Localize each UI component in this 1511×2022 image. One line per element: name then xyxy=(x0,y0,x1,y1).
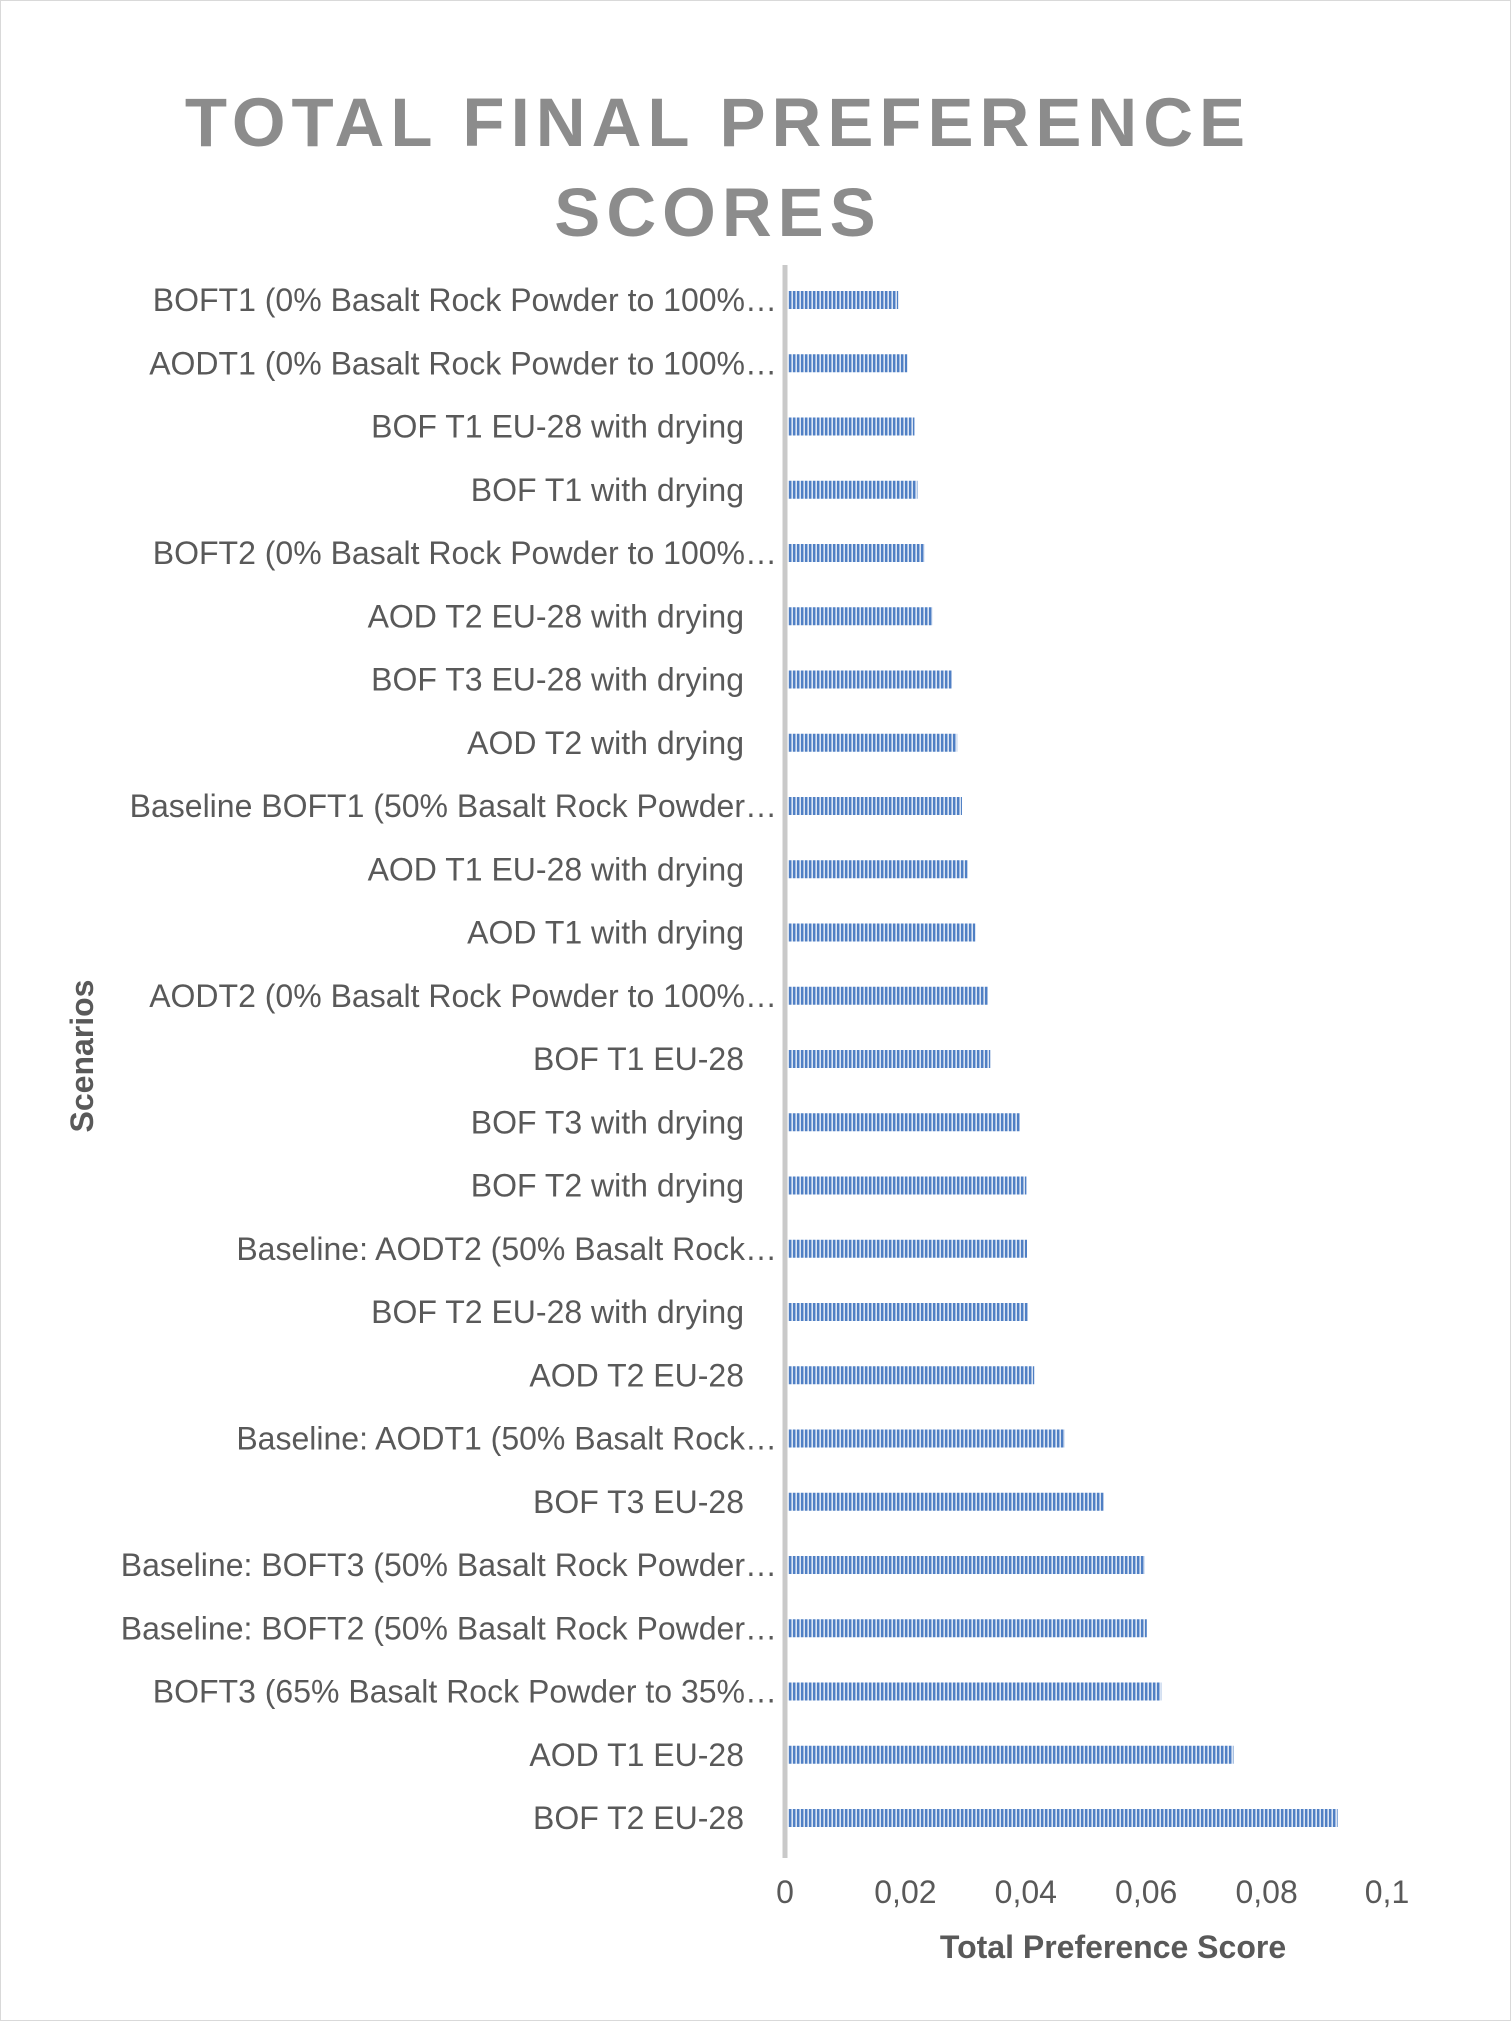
category-label: Baseline: BOFT3 (50% Basalt Rock Powder… xyxy=(121,1547,777,1583)
bar xyxy=(788,797,962,815)
category-label: Baseline: AODT2 (50% Basalt Rock… xyxy=(236,1231,777,1267)
category-label: AOD T2 with drying xyxy=(467,725,744,761)
category-label: BOF T1 EU-28 xyxy=(533,1041,744,1077)
bar xyxy=(788,733,958,752)
category-label: AOD T1 EU-28 xyxy=(529,1737,744,1773)
category-label: BOFT3 (65% Basalt Rock Powder to 35%… xyxy=(153,1674,777,1710)
bar xyxy=(788,670,952,689)
bar xyxy=(788,1113,1020,1132)
category-label: BOFT2 (0% Basalt Rock Powder to 100%… xyxy=(153,535,777,571)
bar xyxy=(788,291,899,309)
bar xyxy=(788,1492,1104,1511)
category-label: AOD T2 EU-28 xyxy=(529,1357,744,1393)
bar xyxy=(788,1303,1028,1321)
bar xyxy=(788,1366,1035,1385)
x-tick-label: 0,1 xyxy=(1365,1874,1409,1910)
bar xyxy=(788,417,915,436)
category-label: AOD T2 EU-28 with drying xyxy=(368,598,744,634)
x-tick-label: 0,06 xyxy=(1115,1874,1177,1910)
category-label: AODT1 (0% Basalt Rock Powder to 100%… xyxy=(149,345,777,381)
bar xyxy=(788,1682,1162,1701)
category-label: BOF T2 EU-28 with drying xyxy=(371,1294,744,1330)
bar xyxy=(788,923,976,942)
x-axis-title: Total Preference Score xyxy=(940,1929,1286,1965)
category-labels: BOFT1 (0% Basalt Rock Powder to 100%… AOD… xyxy=(121,282,777,1836)
category-label: BOF T1 with drying xyxy=(471,472,744,508)
category-label: Baseline BOFT1 (50% Basalt Rock Powder… xyxy=(130,788,777,824)
category-label: BOF T3 EU-28 xyxy=(533,1484,744,1520)
category-label: AOD T1 EU-28 with drying xyxy=(368,851,744,887)
bar xyxy=(788,986,988,1005)
bar xyxy=(788,1809,1338,1827)
bar xyxy=(788,1745,1234,1764)
category-label: BOF T3 EU-28 with drying xyxy=(371,662,744,698)
x-tick-label: 0,04 xyxy=(995,1874,1057,1910)
category-label: BOFT1 (0% Basalt Rock Powder to 100%… xyxy=(153,282,777,318)
y-axis-title: Scenarios xyxy=(64,980,100,1133)
bar xyxy=(788,354,908,373)
x-tick-label: 0 xyxy=(776,1874,794,1910)
bars xyxy=(788,291,1338,1827)
bar xyxy=(788,1050,991,1068)
category-label: AODT2 (0% Basalt Rock Powder to 100%… xyxy=(149,978,777,1014)
category-label: AOD T1 with drying xyxy=(467,915,744,951)
category-label: Baseline: AODT1 (50% Basalt Rock… xyxy=(236,1421,777,1457)
category-label: BOF T2 EU-28 xyxy=(533,1800,744,1836)
category-label: Baseline: BOFT2 (50% Basalt Rock Powder… xyxy=(121,1610,777,1646)
x-tick-labels: 0 0,02 0,04 0,06 0,08 0,1 xyxy=(776,1874,1409,1910)
bar xyxy=(788,860,968,879)
category-label: BOF T1 EU-28 with drying xyxy=(371,409,744,445)
x-tick-label: 0,02 xyxy=(874,1874,936,1910)
x-tick-label: 0,08 xyxy=(1235,1874,1297,1910)
bar xyxy=(788,480,918,499)
chart-title-line-1: TOTAL FINAL PREFERENCE xyxy=(185,84,1251,161)
bar xyxy=(788,544,925,562)
category-label: BOF T2 with drying xyxy=(471,1168,744,1204)
bar xyxy=(788,1429,1065,1448)
bar xyxy=(788,1556,1145,1574)
bar xyxy=(788,607,933,626)
chart-title: TOTAL FINAL PREFERENCE SCORES xyxy=(185,84,1251,251)
category-label: BOF T3 with drying xyxy=(471,1104,744,1140)
chart-title-line-2: SCORES xyxy=(554,174,881,251)
bar xyxy=(788,1239,1027,1258)
bar xyxy=(788,1176,1027,1195)
bar xyxy=(788,1619,1147,1638)
